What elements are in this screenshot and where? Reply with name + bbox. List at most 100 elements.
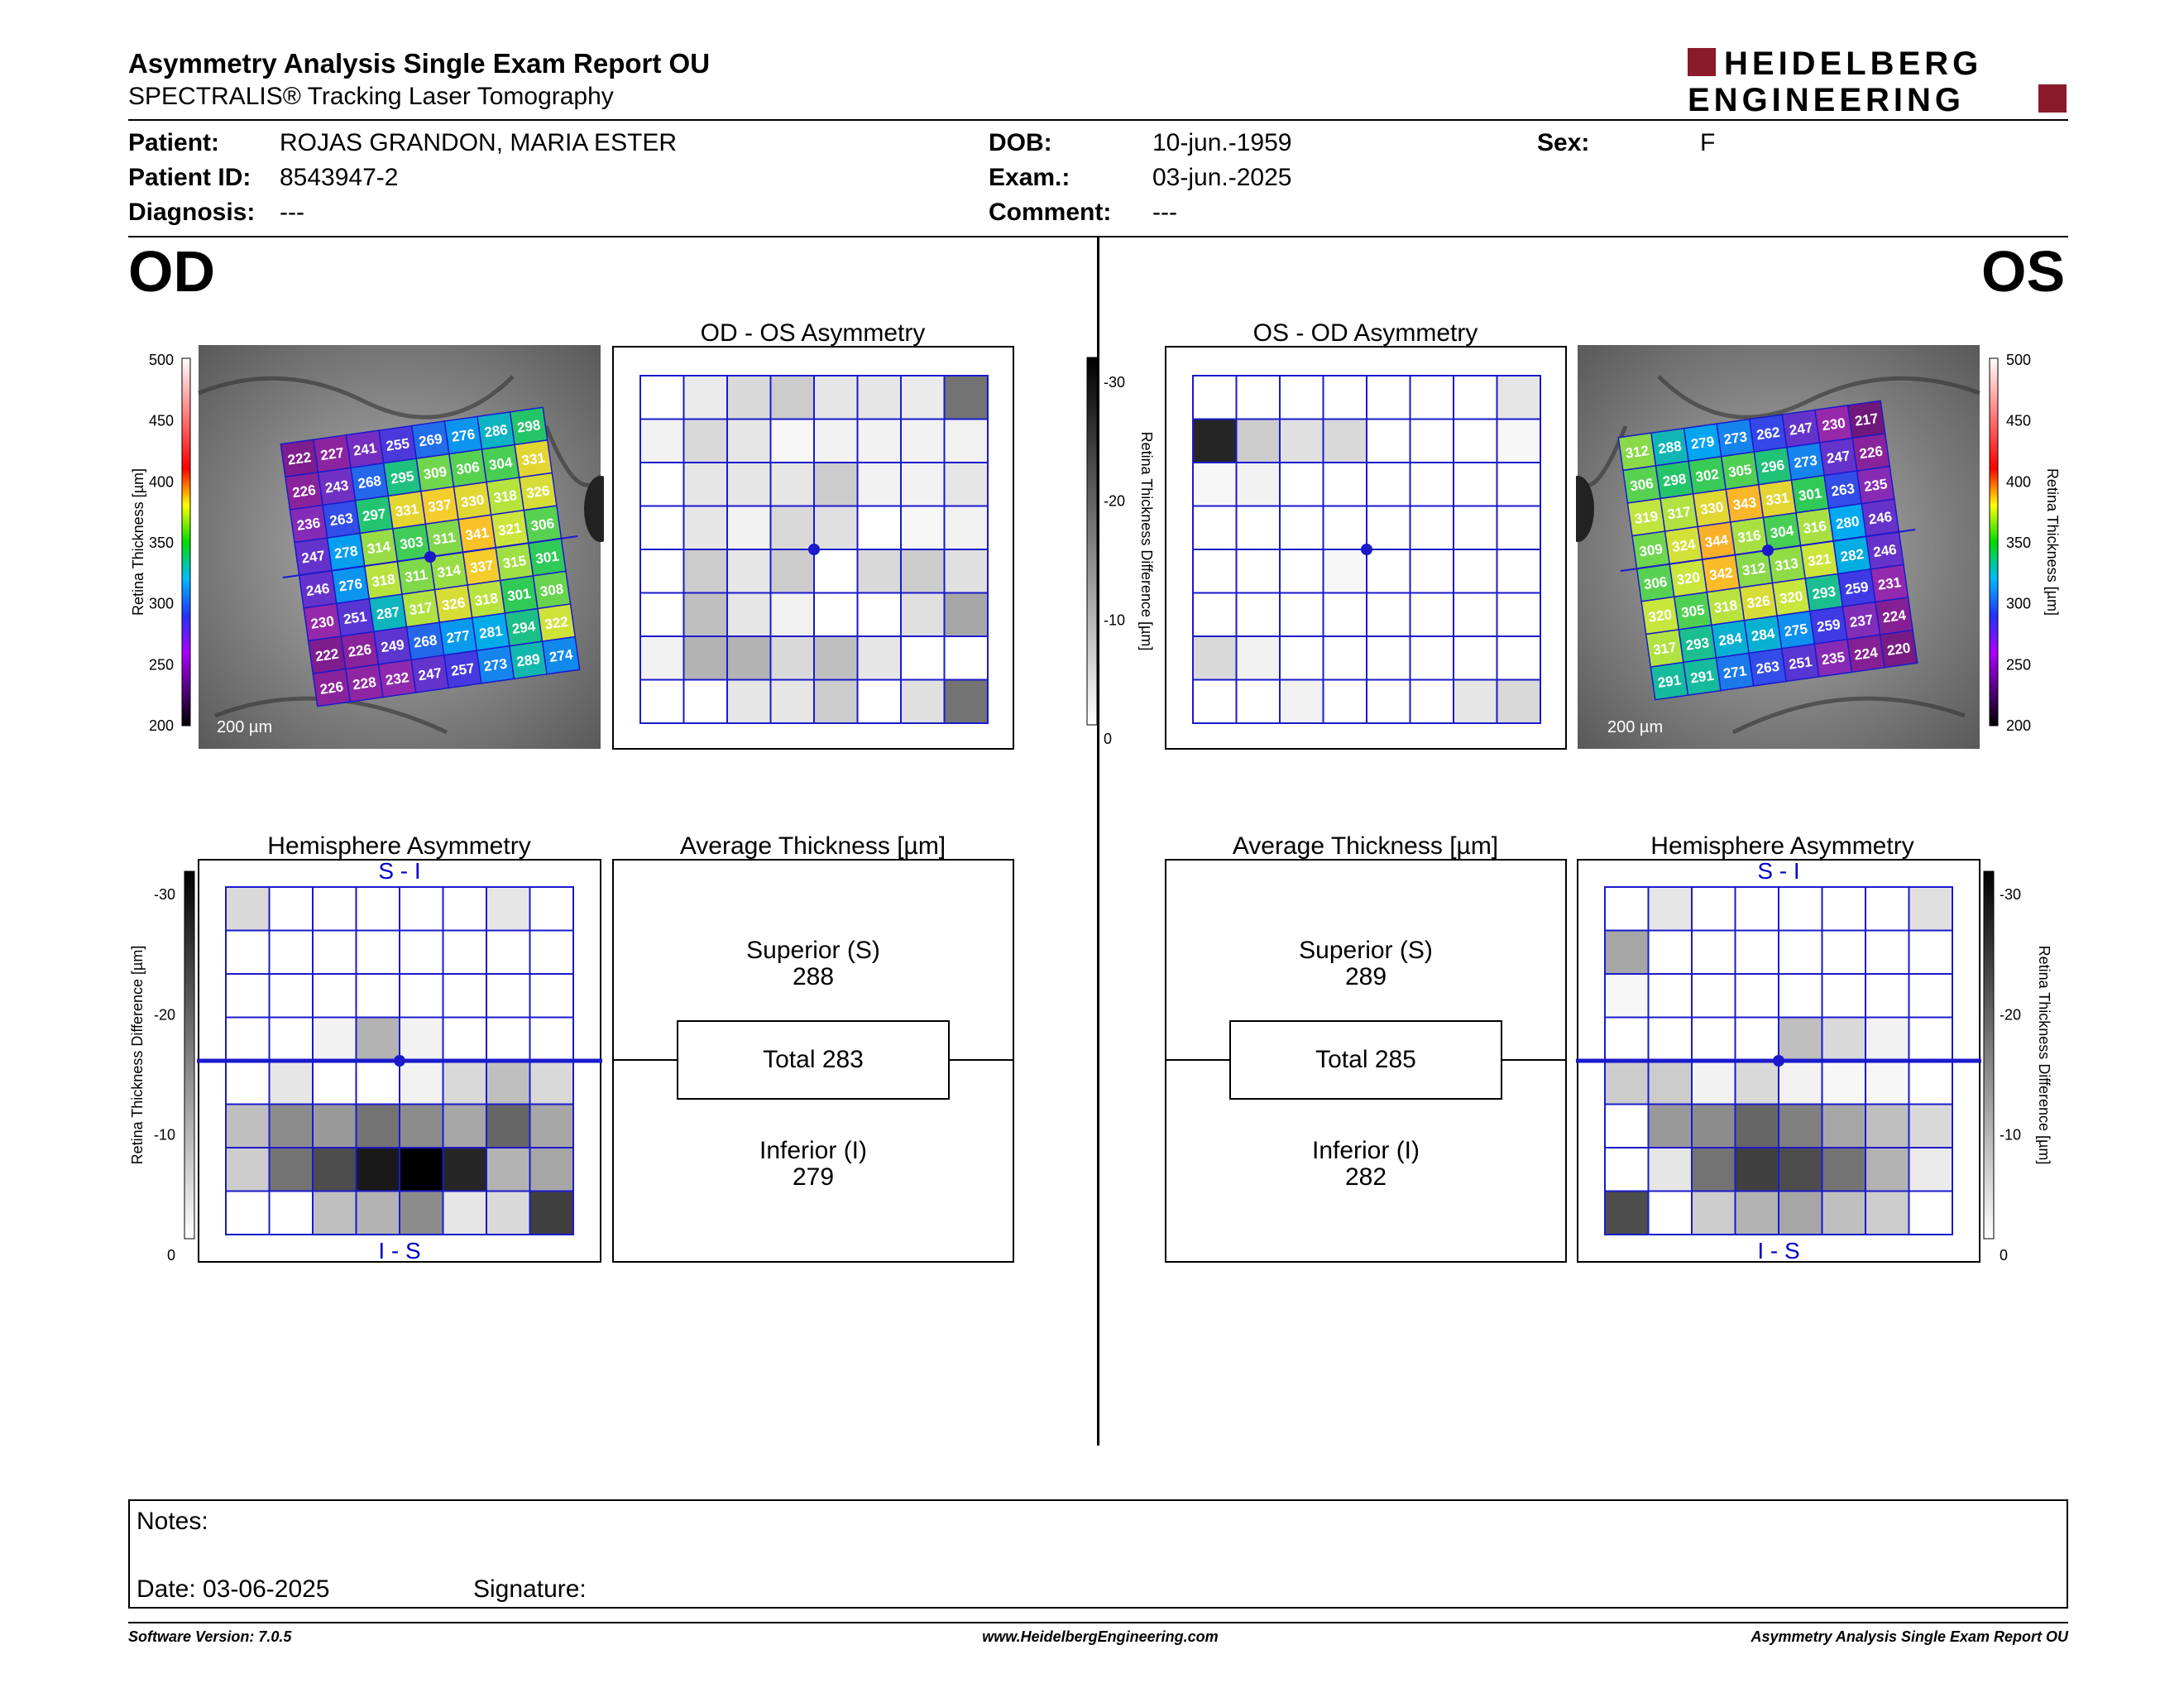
od-asym-cell	[856, 462, 902, 507]
od-asym-cell	[726, 375, 772, 420]
os-thickness-value: 279	[1690, 434, 1716, 453]
os-inferior-value: 282	[1344, 1163, 1387, 1191]
od-thickness-axis-label: Retina Thickness [µm]	[130, 468, 146, 616]
os-asym-cell	[1322, 592, 1367, 637]
os-thickness-value: 284	[1717, 630, 1743, 649]
od-asym-cell	[726, 462, 772, 507]
od-hemi-title: Hemisphere Asymmetry	[267, 832, 531, 860]
od-thickness-tick-label: 400	[149, 473, 174, 490]
os-thickness-value: 312	[1741, 560, 1767, 579]
os-thickness-value: 284	[1751, 626, 1776, 645]
od-hemi-cell	[399, 929, 444, 975]
od-diff-tick-label: -30	[154, 886, 175, 903]
os-asym-cell	[1453, 375, 1498, 420]
od-hemi-cell	[225, 1147, 271, 1192]
od-hemi-cell	[355, 1190, 400, 1235]
od-thickness-value: 276	[338, 576, 363, 595]
od-thickness-value: 301	[534, 548, 560, 567]
os-hemi-cell	[1647, 1147, 1693, 1192]
os-thickness-value: 273	[1722, 429, 1748, 448]
os-thickness-value: 316	[1736, 527, 1762, 546]
os-asym-cell	[1366, 418, 1411, 463]
od-asym-cell	[726, 679, 772, 724]
od-asym-cell	[682, 549, 728, 594]
os-diff-tick-label: -30	[2000, 886, 2021, 903]
os-asym-cell	[1409, 635, 1454, 681]
os-hemi-cell	[1734, 1060, 1779, 1105]
os-diff-tick-label: -20	[2000, 1006, 2021, 1023]
os-hemi-cell	[1604, 1147, 1650, 1192]
os-hemi-cell	[1691, 1147, 1736, 1192]
os-thickness-value: 246	[1868, 509, 1894, 528]
os-thickness-value: 263	[1830, 481, 1856, 500]
os-hemi-cell	[1908, 1147, 1953, 1192]
os-hemi-cell	[1908, 1103, 1953, 1149]
od-hemi-cell	[529, 1103, 574, 1149]
od-hemi-cell	[268, 1016, 314, 1062]
od-hemi-cell	[399, 1190, 444, 1235]
od-hemi-bottom-label: I - S	[378, 1238, 420, 1264]
od-hemi-cell	[225, 973, 271, 1019]
os-asym-cell	[1279, 549, 1324, 594]
od-asym-title: OD - OS Asymmetry	[700, 319, 926, 347]
od-thickness-tick-label: 250	[149, 656, 174, 673]
os-hemi-cell	[1908, 929, 1953, 975]
os-thickness-ticks: 500 450 400 350 300 250 200	[2006, 352, 2031, 734]
os-hemi-cell	[1604, 1016, 1650, 1062]
od-thickness-value: 341	[464, 525, 490, 544]
os-thickness-value: 324	[1671, 536, 1697, 555]
od-hemi-cell	[399, 1060, 444, 1105]
od-diff-axis-label: Retina Thickness Difference [µm]	[129, 946, 146, 1165]
od-hemi-cell	[442, 1060, 487, 1105]
os-asym-cell	[1409, 549, 1454, 594]
od-diff-ticks: -30 -20 -10 0	[154, 886, 175, 1264]
os-hemi-cell	[1691, 886, 1736, 932]
os-thickness-value: 305	[1680, 602, 1706, 621]
od-thickness-value: 232	[385, 669, 410, 688]
od-thickness-value: 295	[390, 468, 415, 487]
os-asym-cell	[1453, 592, 1498, 637]
os-hemi-top-label: S - I	[1757, 858, 1799, 884]
os-hemi-cell	[1734, 1016, 1779, 1062]
software-version: Software Version: 7.0.5	[128, 1628, 292, 1645]
od-thickness-value: 287	[376, 604, 401, 623]
website-link[interactable]: www.HeidelbergEngineering.com	[982, 1628, 1219, 1645]
od-thickness-value: 318	[473, 590, 499, 609]
os-thickness-value: 304	[1770, 522, 1795, 541]
od-asym-cell	[639, 549, 685, 594]
os-hemi-cell	[1604, 1060, 1650, 1105]
od-thickness-value: 268	[357, 472, 382, 492]
os-thickness-tick-label: 350	[2006, 535, 2031, 551]
od-asym-cell	[943, 462, 989, 507]
os-thickness-value: 247	[1826, 448, 1851, 467]
od-hemi-cell	[355, 929, 400, 975]
os-thickness-value: 298	[1662, 471, 1688, 490]
footer-report-name: Asymmetry Analysis Single Exam Report OU	[1751, 1628, 2068, 1645]
os-thickness-value: 305	[1727, 462, 1753, 481]
od-thickness-value: 311	[432, 530, 457, 549]
od-thickness-value: 226	[291, 482, 317, 501]
os-asym-cell	[1366, 549, 1411, 594]
os-thickness-tick-label: 400	[2006, 473, 2031, 490]
os-asym-cell	[1279, 418, 1324, 463]
os-hemi-cell	[1865, 973, 1910, 1019]
od-asym-cell	[726, 592, 772, 637]
os-asym-cell	[1192, 505, 1238, 550]
os-thickness-value: 330	[1699, 499, 1725, 518]
od-thickness-value: 222	[287, 449, 313, 468]
od-hemi-cell	[225, 929, 271, 975]
od-asym-cell	[769, 635, 815, 681]
patient-label: Patient:	[128, 129, 220, 156]
od-thickness-value: 227	[319, 444, 345, 463]
os-hemi-cell	[1691, 1060, 1736, 1105]
od-asym-cell	[813, 418, 859, 463]
od-thickness-value: 241	[352, 440, 378, 459]
od-asym-cell	[943, 592, 989, 637]
od-hemi-cell	[225, 886, 271, 932]
os-hemi-panel: S - I I - S -30 -20 -10 0 Retina Thickness …	[1576, 858, 2052, 1264]
od-thickness-value: 277	[445, 627, 471, 646]
od-thickness-value: 255	[385, 435, 410, 454]
od-asym-cell	[769, 592, 815, 637]
od-thickness-value: 309	[423, 463, 448, 482]
os-asym-panel	[1165, 346, 1567, 750]
